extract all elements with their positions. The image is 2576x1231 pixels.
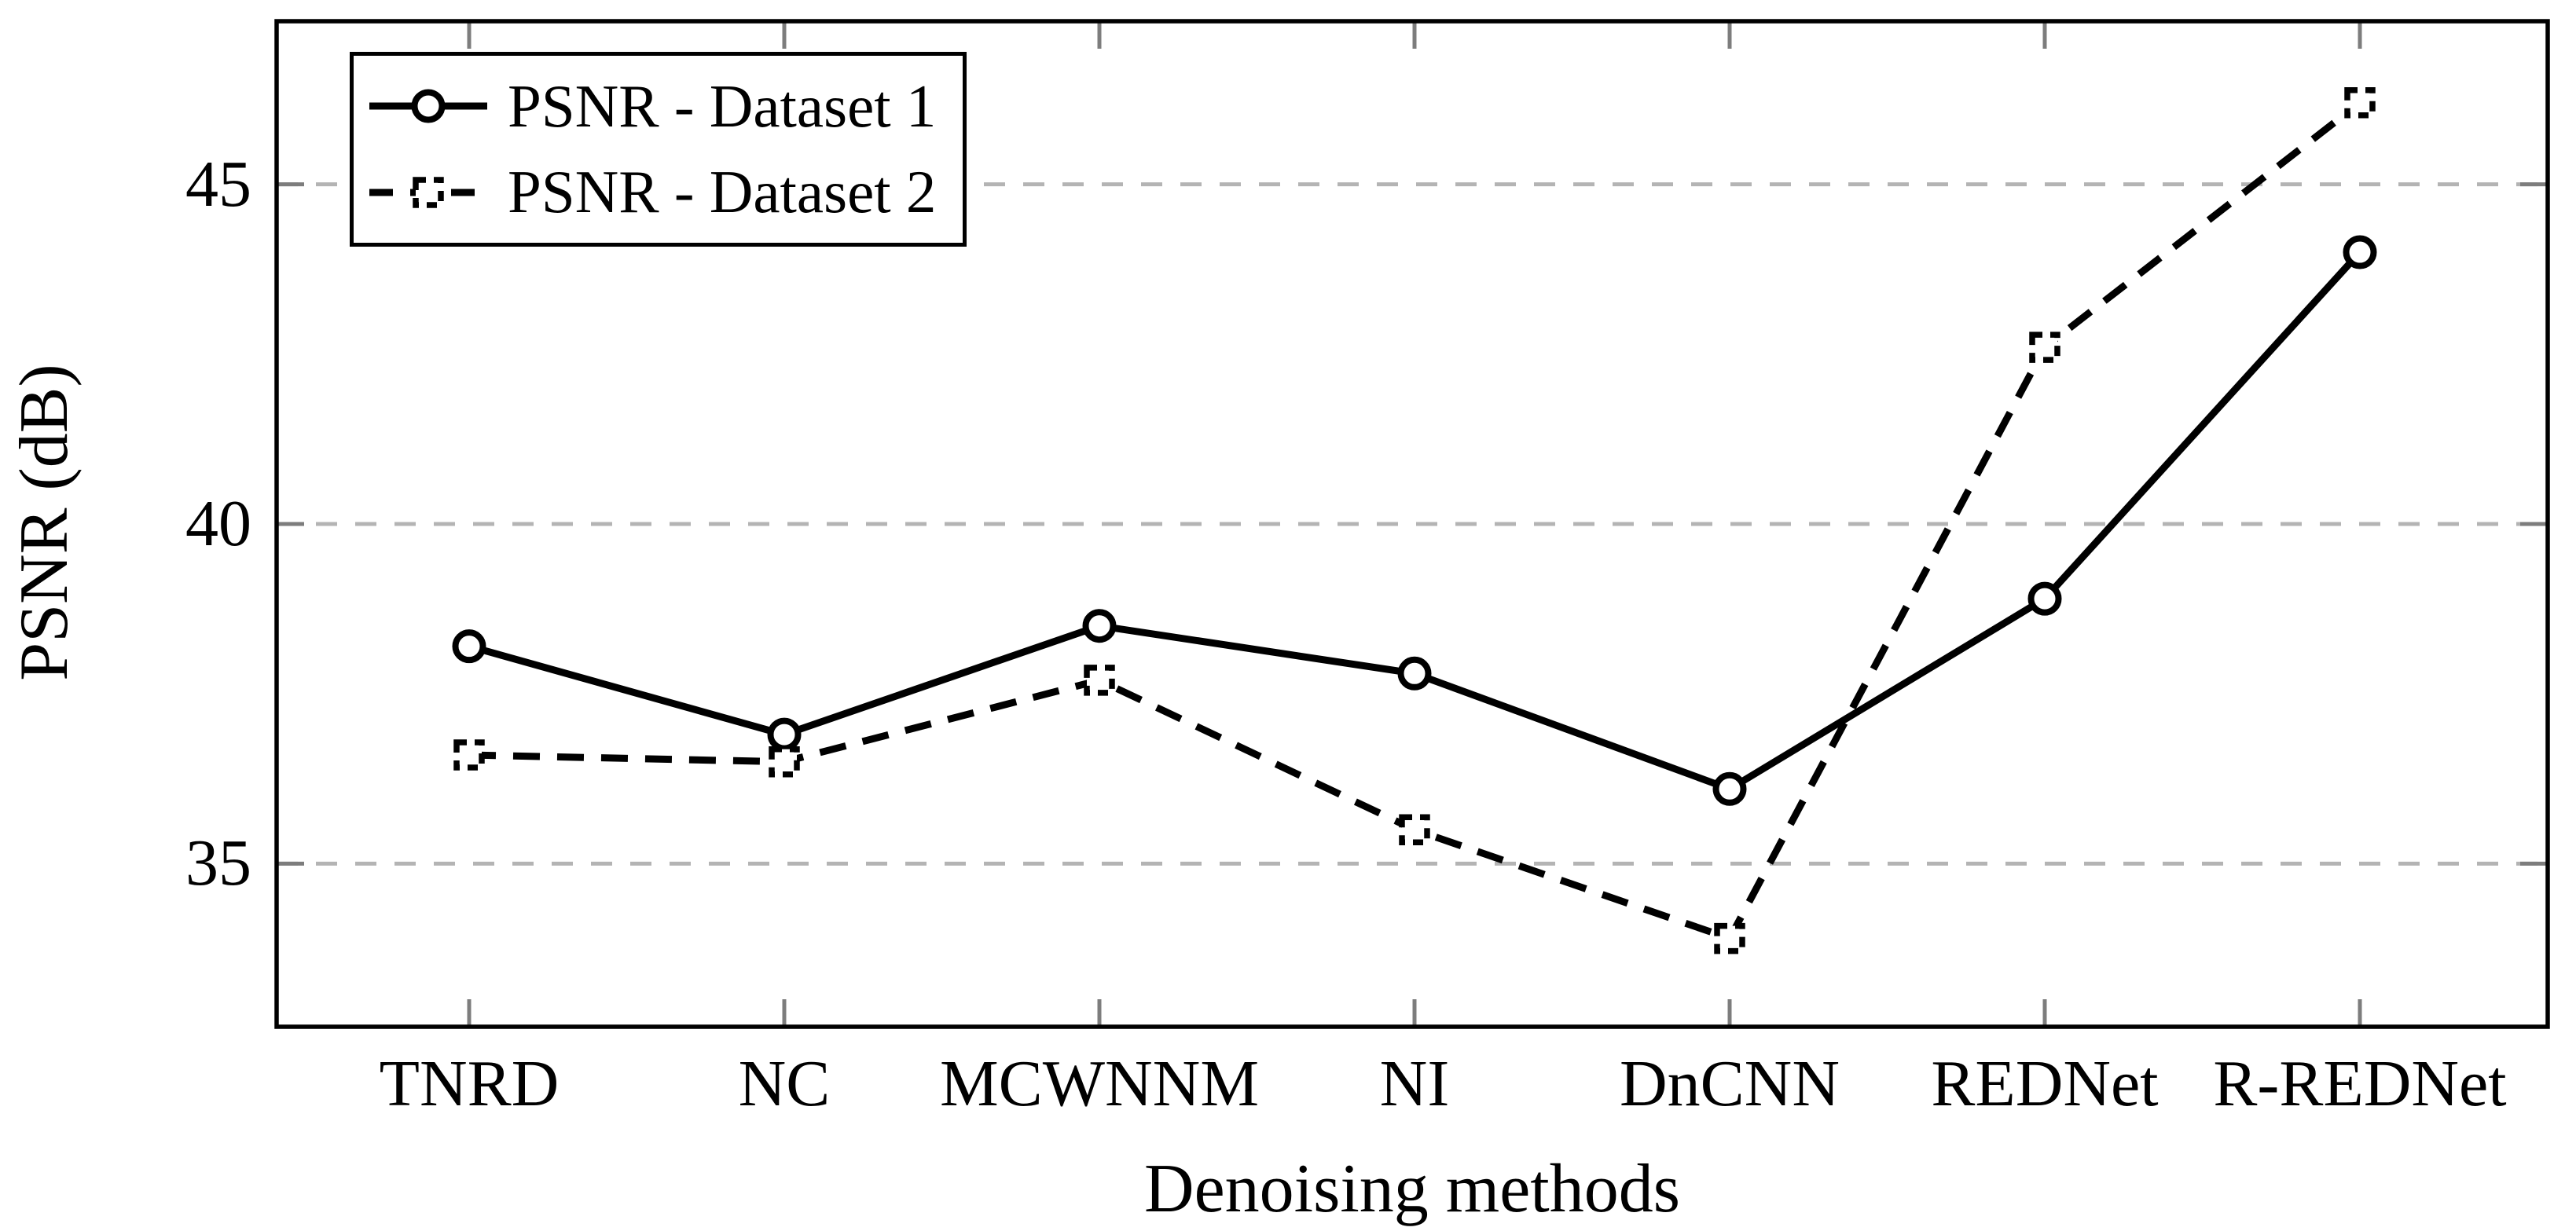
marker-circle-TNRD (452, 629, 486, 664)
marker-square-DnCNN (1714, 922, 1745, 954)
marker-square-R-REDNet (2344, 87, 2376, 119)
x-category-label-R-REDNet: R-REDNet (2213, 1047, 2507, 1120)
marker-circle-REDNet (2027, 581, 2062, 616)
legend-entry-2: PSNR - Dataset 2 (369, 157, 963, 228)
marker-square-NC (769, 746, 800, 778)
legend-label: PSNR - Dataset 2 (508, 158, 937, 226)
x-category-label-TNRD: TNRD (379, 1047, 560, 1120)
legend: PSNR - Dataset 1 PSNR - Dataset 2 (350, 52, 967, 247)
marker-circle-NI (1397, 656, 1432, 691)
marker-circle-NC (767, 717, 802, 752)
y-tick-label-40: 40 (185, 487, 251, 560)
legend-marker-square-icon (369, 176, 487, 208)
marker-circle-DnCNN (1712, 771, 1747, 806)
legend-entry-1: PSNR - Dataset 1 (369, 71, 963, 141)
x-category-label-NI: NI (1379, 1047, 1450, 1120)
x-category-label-MCWNNM: MCWNNM (939, 1047, 1260, 1120)
legend-marker-circle-icon (369, 89, 487, 123)
series-line-1 (468, 250, 2363, 793)
marker-square-MCWNNM (1084, 665, 1115, 696)
marker-square-NI (1399, 814, 1430, 845)
y-tick-label-35: 35 (185, 826, 251, 900)
x-category-label-NC: NC (738, 1047, 831, 1120)
marker-square-TNRD (453, 739, 485, 771)
plot-border (274, 19, 2550, 1029)
marker-circle-R-REDNet (2343, 235, 2377, 269)
marker-circle-MCWNNM (1082, 609, 1117, 643)
x-category-label-DnCNN: DnCNN (1619, 1047, 1840, 1120)
x-axis-title: Denoising methods (1144, 1151, 1680, 1227)
y-tick-label-45: 45 (185, 147, 251, 221)
legend-label: PSNR - Dataset 1 (508, 71, 937, 140)
y-axis-title: PSNR (dB) (6, 364, 83, 681)
x-category-label-REDNet: REDNet (1931, 1047, 2159, 1120)
marker-square-REDNet (2029, 332, 2060, 363)
